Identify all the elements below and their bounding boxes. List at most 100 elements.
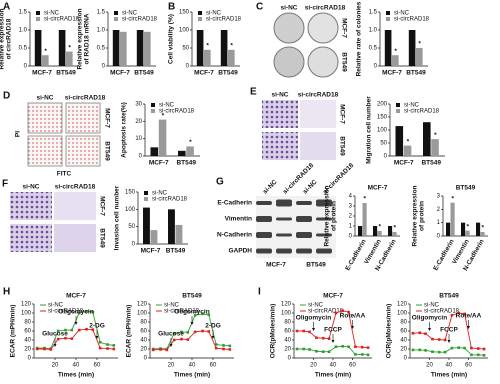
y-label: ECAR (mPH/min) — [10, 305, 17, 358]
point — [411, 348, 415, 352]
legend-swatch — [386, 11, 390, 15]
row-label: BT549 — [103, 141, 110, 161]
event-label: Glucose — [158, 331, 184, 338]
bar — [228, 49, 235, 66]
series-line — [412, 347, 485, 356]
significance-mark: * — [230, 43, 233, 50]
significance-mark: * — [206, 43, 209, 50]
chart: 0 50 100 150 200 Migration cell number si-NCsi… — [366, 96, 445, 167]
point — [424, 349, 427, 352]
y-tick-label: 40 — [24, 338, 31, 344]
panel-label: E — [250, 87, 257, 98]
bar — [373, 226, 378, 236]
legend-swatch — [36, 17, 40, 21]
bar — [150, 230, 158, 244]
significance-mark: * — [68, 44, 71, 51]
blot-band — [256, 232, 272, 238]
legend-label: si-NC — [308, 303, 324, 309]
y-tick-label: 1 — [349, 224, 353, 230]
row-label: BT549 — [338, 136, 345, 156]
chart: 0 1 2 3 Relative expression of protein BT549 E-… — [412, 185, 488, 272]
legend-label: si-NC — [206, 11, 222, 17]
column-label: si-circRAD18 — [65, 95, 106, 102]
y-tick-label: 0.5 — [19, 46, 28, 52]
point — [85, 327, 88, 331]
point — [463, 346, 466, 350]
dish — [273, 46, 305, 78]
y-tick-label: 0 — [404, 356, 408, 362]
point — [476, 347, 480, 350]
event-label: Oligomycin — [412, 315, 447, 322]
y-tick-label: 0 — [139, 154, 143, 160]
point — [64, 336, 67, 340]
y-tick-label: 50 — [128, 224, 135, 230]
panel-label: G — [216, 177, 224, 188]
chart-title: MCF-7 — [368, 185, 388, 192]
bar — [450, 202, 455, 236]
bar — [431, 139, 439, 156]
y-tick-label: 150 — [125, 190, 136, 196]
y-tick-label: 100 — [377, 128, 388, 134]
panel-label: I — [258, 287, 261, 298]
y-tick-label: 0 — [24, 64, 28, 70]
point — [222, 344, 225, 347]
x-tick-label: 40 — [330, 363, 337, 369]
y-label: ECAR (mPH/min) — [126, 305, 133, 358]
legend-swatch — [151, 103, 155, 107]
column-label: si-NC — [23, 184, 40, 191]
point — [347, 345, 350, 349]
chart-title: MCF-7 — [66, 293, 86, 300]
bar — [403, 145, 412, 156]
point — [85, 309, 88, 313]
micrograph — [54, 192, 96, 220]
event-arrowhead — [428, 328, 431, 331]
legend-label: si-NC — [152, 191, 168, 197]
point — [470, 353, 473, 357]
x-tick-label: 20 — [310, 363, 317, 369]
blot-band — [316, 233, 332, 237]
point — [151, 348, 155, 352]
bar — [42, 55, 49, 66]
micrograph — [10, 192, 52, 220]
dish — [273, 12, 305, 44]
y-tick-label: 150 — [377, 115, 388, 121]
point — [482, 354, 486, 357]
x-tick-label: 60 — [94, 363, 101, 369]
y-tick-label: 100 — [21, 311, 32, 317]
legend-label: si-NC — [44, 11, 60, 17]
event-arrowhead — [74, 322, 78, 325]
y-tick-label: 120 — [21, 302, 32, 308]
point — [91, 328, 95, 331]
y-tick-label: 20 — [400, 347, 407, 353]
panel-label: H — [3, 287, 10, 298]
point — [56, 337, 60, 341]
legend-swatch — [144, 191, 148, 195]
bar — [220, 30, 228, 66]
point — [321, 336, 325, 340]
legend-swatch — [198, 11, 202, 15]
significance-mark: * — [434, 132, 437, 139]
bar — [408, 30, 416, 66]
point — [222, 347, 225, 351]
chart: 0 20 40 60 80 100 120 ECAR (mPH/min) BT549si-NCs… — [126, 293, 234, 379]
bar — [66, 51, 73, 66]
event-label: Oligomycin — [58, 309, 93, 316]
y-tick-label: 50 — [380, 141, 387, 147]
x-tick-label: BT549 — [406, 70, 426, 77]
significance-mark: * — [378, 224, 381, 231]
y-tick-label: 1.5 — [369, 10, 378, 16]
panel-label: C — [256, 2, 263, 13]
row-label: E-Cadherin — [217, 200, 252, 207]
event-label: FCCP — [440, 327, 458, 334]
y-label: Cell viability (%) — [168, 14, 175, 64]
blot-band — [316, 217, 332, 221]
blot-band — [296, 216, 312, 222]
y-label: Relative rate of colonies — [356, 1, 363, 76]
significance-mark: * — [451, 195, 454, 202]
point — [470, 346, 473, 350]
point — [228, 344, 232, 348]
chart: 0 50 100 150 Cell viability (%) si-NCsi-circR… — [168, 10, 242, 77]
event-label: Rote/AA — [456, 313, 482, 320]
y-tick-label: 120 — [397, 302, 408, 308]
bar — [446, 222, 451, 236]
